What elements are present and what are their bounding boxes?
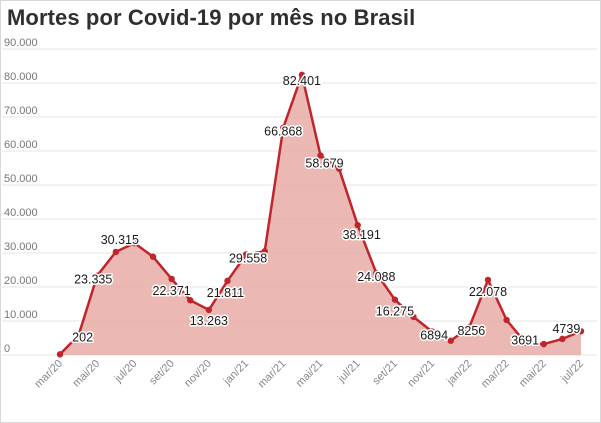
data-label: 16.275 xyxy=(376,305,414,319)
data-point xyxy=(280,124,287,131)
data-label: 4739 xyxy=(552,322,580,336)
x-tick-label: mai/21 xyxy=(294,358,326,390)
data-point xyxy=(484,276,492,284)
data-label: 38.191 xyxy=(343,228,381,242)
data-point xyxy=(577,328,585,335)
data-point xyxy=(205,306,213,314)
data-point xyxy=(410,313,417,321)
data-label: 3691 xyxy=(511,333,539,347)
x-tick-label: set/20 xyxy=(147,358,177,388)
x-tick-label: jan/21 xyxy=(221,358,251,388)
data-point xyxy=(540,340,547,348)
x-tick-label: jul/21 xyxy=(335,358,363,386)
data-point xyxy=(466,323,473,331)
data-point xyxy=(224,277,231,285)
data-label: 23.335 xyxy=(74,273,112,287)
data-label: 24.088 xyxy=(357,270,395,284)
x-tick-label: nov/21 xyxy=(405,358,437,390)
y-tick-label: 70.000 xyxy=(4,105,38,117)
data-point xyxy=(335,165,343,172)
y-tick-label: 90.000 xyxy=(4,37,38,49)
data-point xyxy=(187,297,194,304)
data-label: 66.868 xyxy=(264,125,302,139)
data-point xyxy=(131,239,138,247)
data-label: 29.558 xyxy=(229,252,267,266)
data-point xyxy=(56,351,64,358)
data-label: 8256 xyxy=(457,324,485,338)
data-label: 58.679 xyxy=(305,156,343,170)
y-tick-label: 40.000 xyxy=(4,207,38,219)
data-point xyxy=(521,339,529,346)
y-tick-label: 60.000 xyxy=(4,139,38,151)
data-point xyxy=(261,248,268,255)
x-tick-label: jul/20 xyxy=(112,358,140,386)
data-label: 21.811 xyxy=(207,286,244,300)
x-tick-label: mar/20 xyxy=(32,358,65,391)
data-point xyxy=(354,221,361,229)
data-label: 30.315 xyxy=(101,233,139,247)
x-tick-label: jan/22 xyxy=(444,358,474,388)
y-tick-label: 80.000 xyxy=(4,71,38,83)
data-point xyxy=(447,337,454,344)
y-tick-label: 30.000 xyxy=(4,241,38,253)
data-point xyxy=(503,316,510,324)
data-point xyxy=(298,71,306,79)
data-point xyxy=(149,253,157,260)
data-point xyxy=(168,275,175,283)
data-point xyxy=(94,272,101,279)
data-label: 82.401 xyxy=(283,74,321,88)
data-label: 13.263 xyxy=(190,314,228,328)
x-tick-label: mar/22 xyxy=(479,358,512,391)
data-point xyxy=(559,335,566,343)
x-tick-label: mai/20 xyxy=(70,358,102,390)
y-tick-label: 50.000 xyxy=(4,173,38,185)
data-label: 6894 xyxy=(420,329,448,343)
data-point xyxy=(75,332,82,339)
area-fill xyxy=(60,74,581,356)
y-tick-label: 10.000 xyxy=(4,309,38,321)
data-label: 202 xyxy=(72,330,93,344)
x-tick-label: mar/21 xyxy=(256,358,289,391)
data-point xyxy=(391,296,399,303)
data-point xyxy=(112,248,120,256)
y-tick-label: 0 xyxy=(4,343,10,355)
x-tick-label: set/21 xyxy=(370,358,400,388)
data-point xyxy=(242,251,250,258)
data-point xyxy=(373,269,380,277)
data-label: 22.078 xyxy=(469,285,507,299)
chart-title: Mortes por Covid-19 por mês no Brasil xyxy=(7,5,416,30)
data-point xyxy=(317,152,324,159)
x-tick-label: mai/22 xyxy=(517,358,549,390)
data-point xyxy=(428,328,436,335)
data-label: 22.371 xyxy=(153,284,191,298)
y-tick-label: 20.000 xyxy=(4,275,38,287)
x-tick-label: jul/22 xyxy=(558,358,586,386)
x-tick-label: nov/20 xyxy=(182,358,214,390)
